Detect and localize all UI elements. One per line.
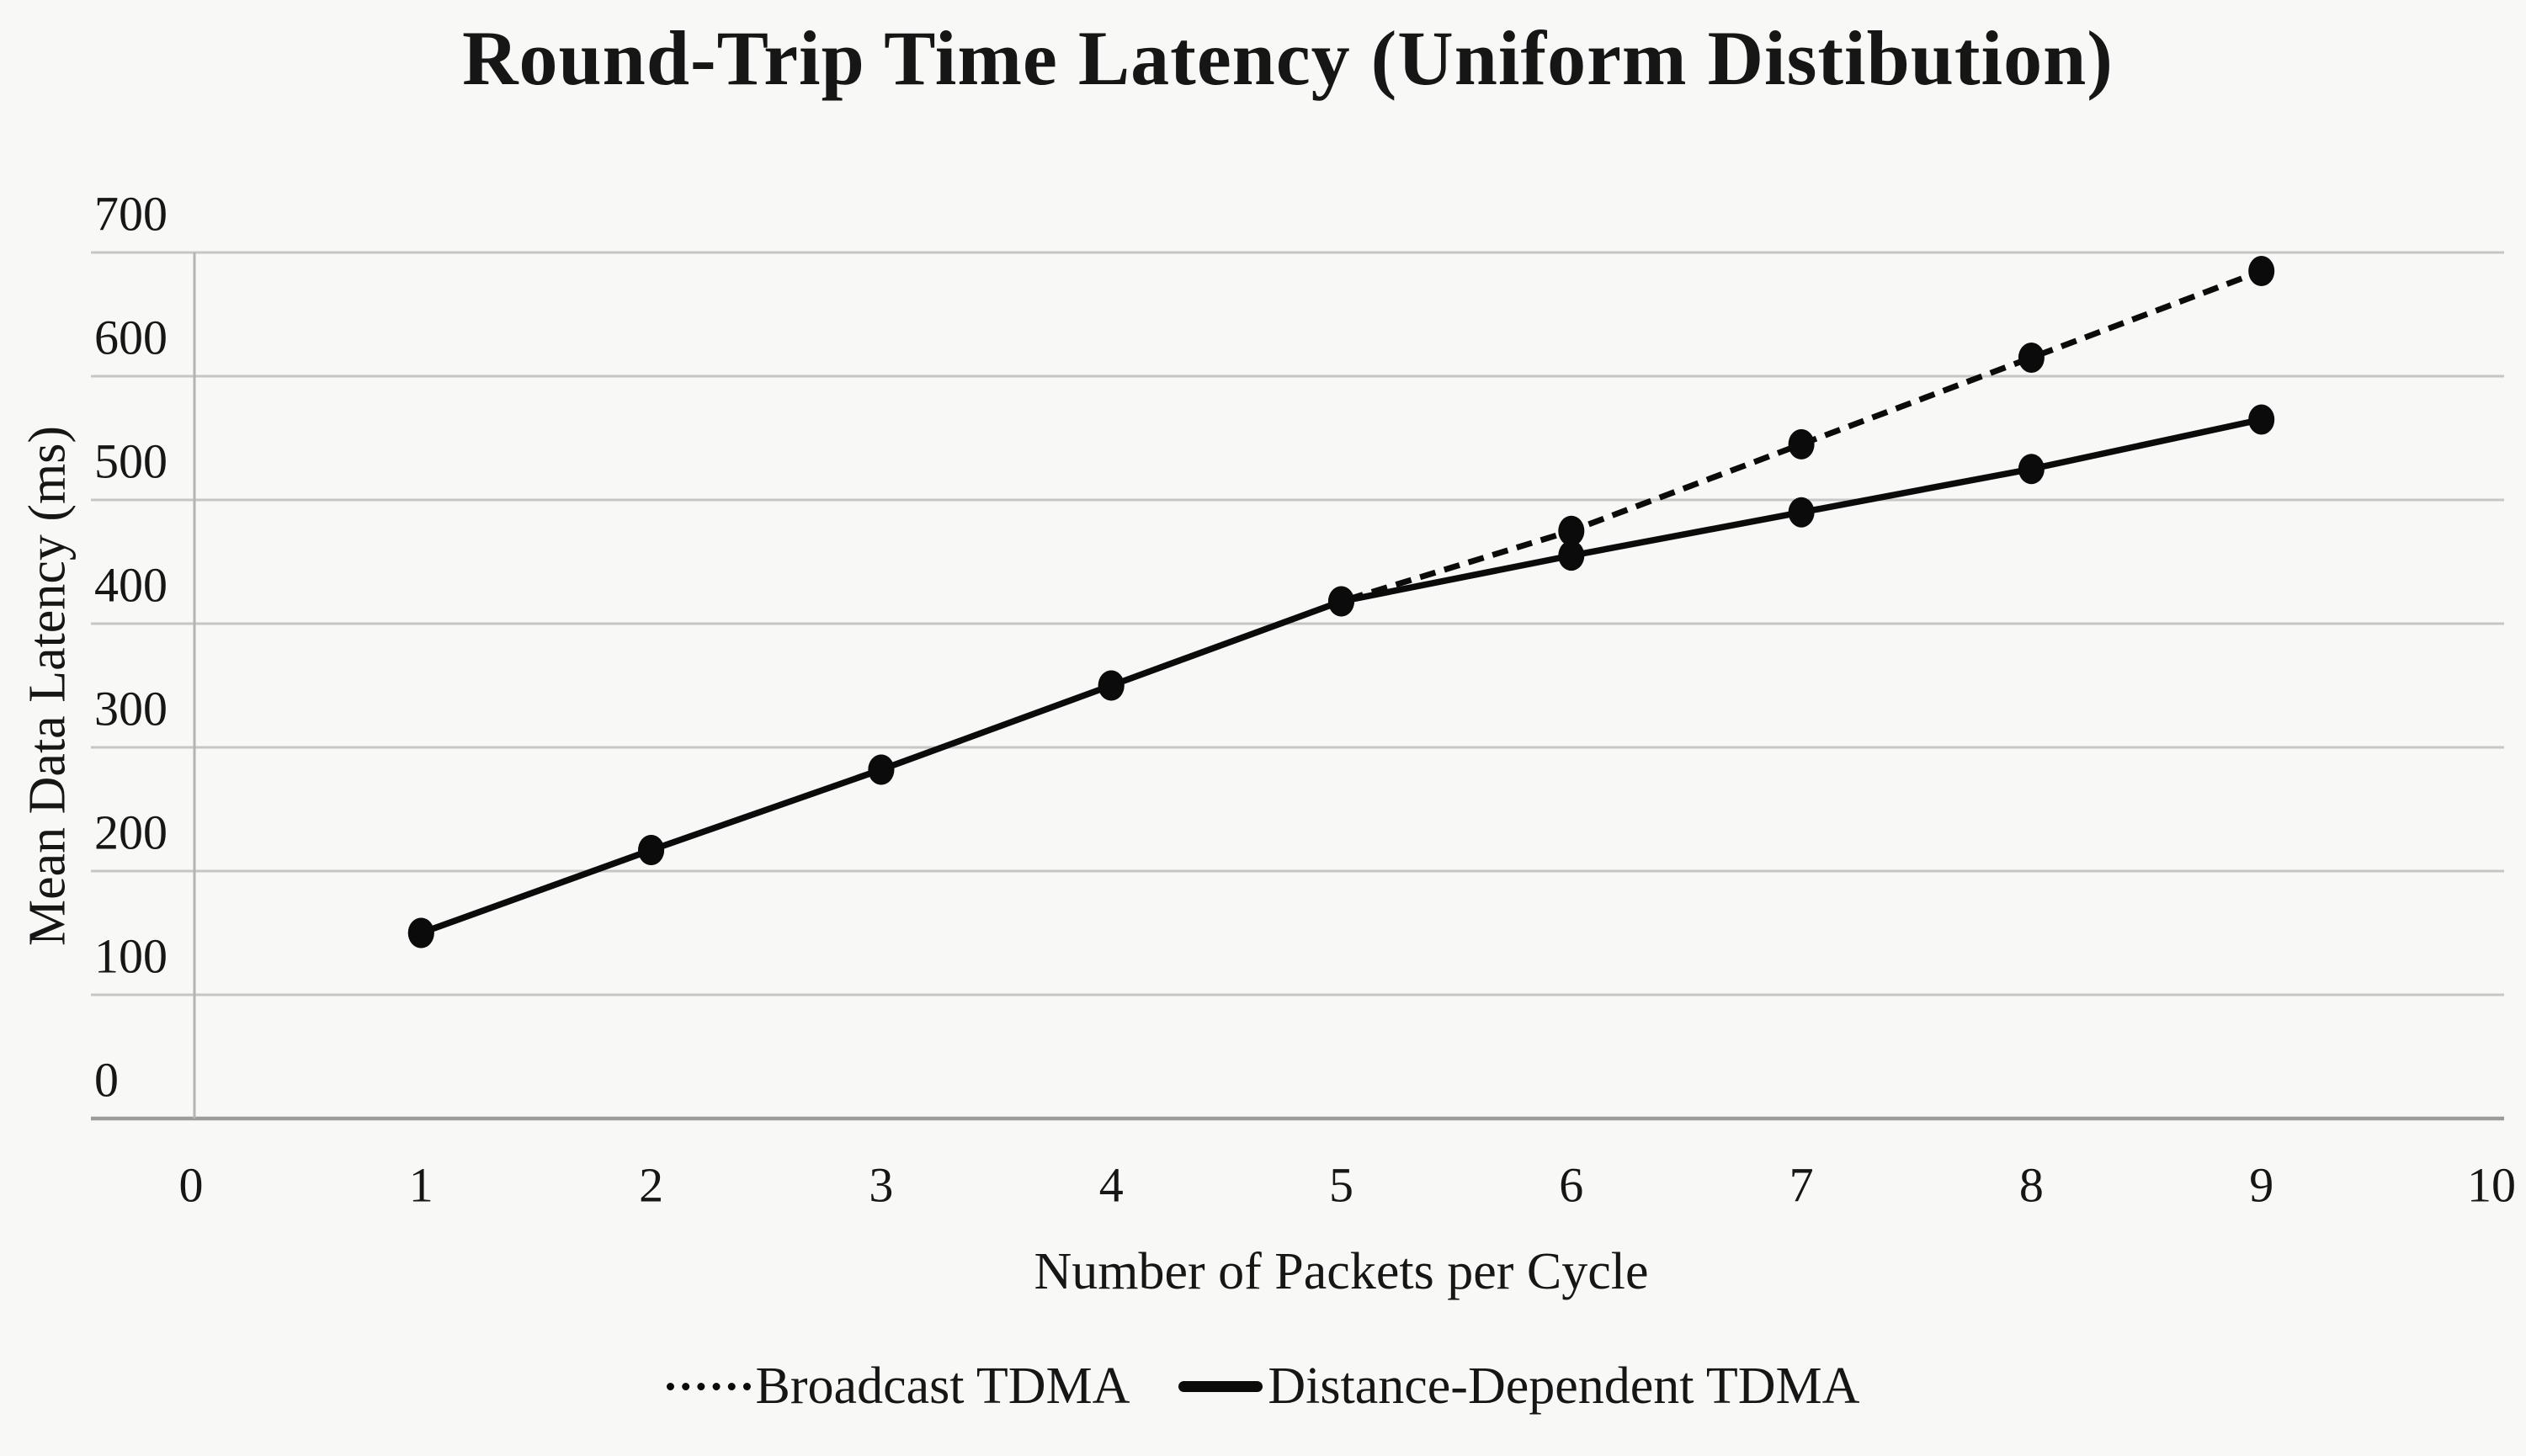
y-tick-label: 0 [94, 1053, 119, 1108]
y-tick-label: 500 [94, 434, 168, 489]
x-tick-label: 5 [1329, 1158, 1353, 1213]
chart-legend: Broadcast TDMA Distance-Dependent TDMA [0, 1357, 2526, 1416]
y-tick-label: 400 [94, 558, 168, 613]
x-tick-label: 10 [2467, 1158, 2516, 1213]
data-point-distance-dependent-tdma [2018, 454, 2045, 485]
x-tick-label: 1 [409, 1158, 433, 1213]
data-point-distance-dependent-tdma [407, 917, 434, 949]
x-tick-label: 0 [179, 1158, 204, 1213]
legend-item-broadcast-tdma: Broadcast TDMA [666, 1357, 1130, 1416]
y-tick-label: 100 [94, 929, 168, 984]
data-point-distance-dependent-tdma [1098, 670, 1125, 701]
y-tick-label: 700 [94, 187, 168, 242]
data-point-broadcast-tdma [1788, 428, 1815, 460]
legend-solid-line-icon [1178, 1381, 1263, 1392]
data-point-broadcast-tdma [2248, 256, 2275, 287]
x-tick-label: 8 [2019, 1158, 2044, 1213]
legend-label: Distance-Dependent TDMA [1268, 1358, 1860, 1415]
data-point-broadcast-tdma [2018, 342, 2045, 373]
x-tick-label: 4 [1099, 1158, 1124, 1213]
data-point-distance-dependent-tdma [638, 835, 665, 866]
x-tick-label: 3 [869, 1158, 893, 1213]
chart-title: Round-Trip Time Latency (Uniform Distibu… [462, 15, 2114, 101]
series-line-distance-dependent-tdma [420, 416, 2263, 937]
y-tick-label: 600 [94, 311, 168, 365]
x-tick-label: 6 [1559, 1158, 1583, 1213]
data-point-distance-dependent-tdma [1788, 497, 1815, 528]
y-tick-label: 200 [94, 805, 168, 860]
data-point-broadcast-tdma [1558, 515, 1585, 546]
data-point-distance-dependent-tdma [2248, 404, 2275, 435]
x-axis-title: Number of Packets per Cycle [1034, 1243, 1649, 1300]
x-tick-label: 7 [1789, 1158, 1814, 1213]
x-tick-label: 9 [2249, 1158, 2273, 1213]
series-line-broadcast-tdma [420, 268, 2263, 936]
y-tick-label: 300 [94, 682, 168, 736]
data-point-distance-dependent-tdma [1328, 586, 1354, 617]
legend-label: Broadcast TDMA [755, 1358, 1130, 1415]
legend-item-distance-dependent-tdma: Distance-Dependent TDMA [1178, 1357, 1859, 1416]
data-point-distance-dependent-tdma [1558, 540, 1585, 571]
x-tick-label: 2 [639, 1158, 663, 1213]
data-point-distance-dependent-tdma [868, 754, 895, 785]
legend-dotted-line-icon [666, 1383, 751, 1390]
